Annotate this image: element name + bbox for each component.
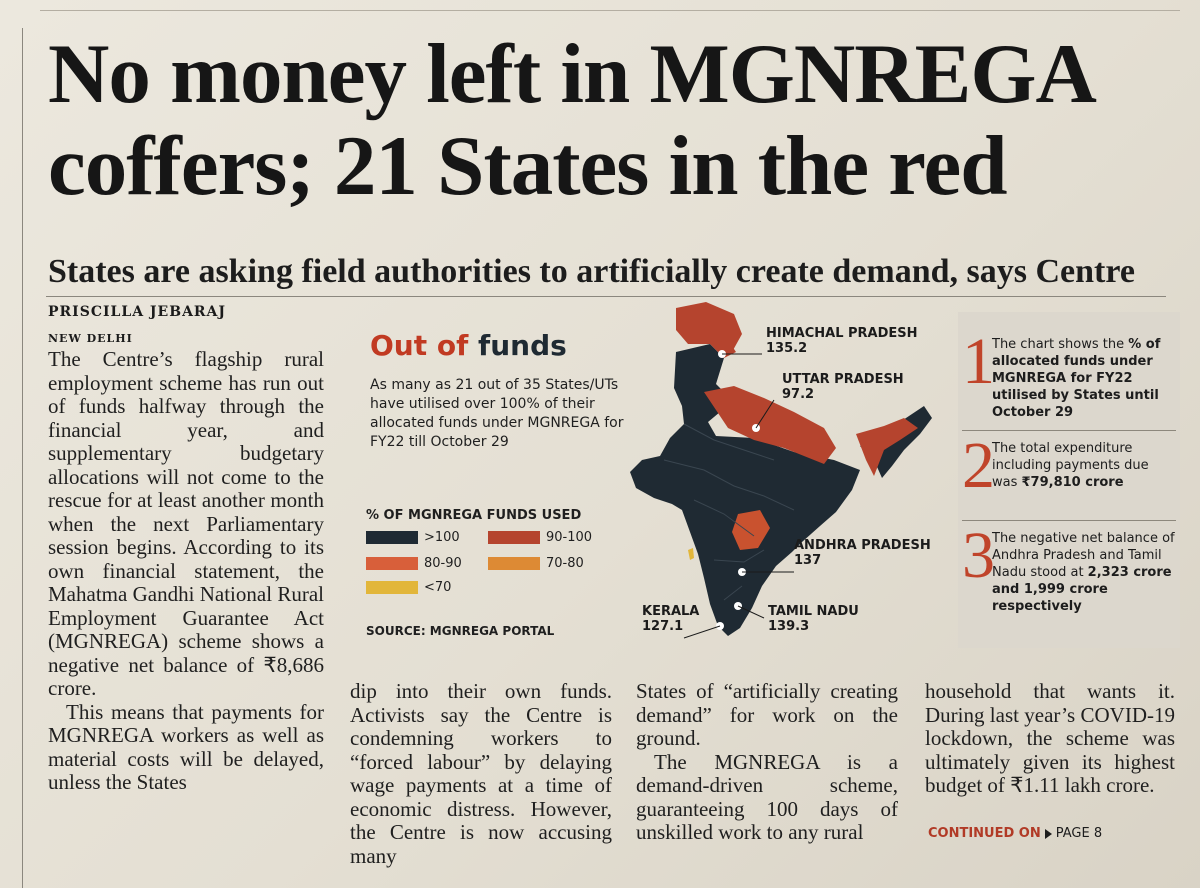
map-region-north: [676, 302, 742, 352]
legend-swatch: [366, 581, 418, 594]
legend-label: 80-90: [424, 556, 462, 571]
legend-swatch: [488, 557, 540, 570]
state-name: KERALA: [642, 604, 700, 619]
article-column-4: household that wants it. During last yea…: [925, 679, 1175, 798]
legend-item: 90-100: [488, 530, 592, 545]
map-label-tamil-nadu: TAMIL NADU 139.3: [768, 604, 859, 634]
continued-label: CONTINUED ON: [928, 826, 1041, 841]
note-text-plain: The negative net balance of Andhra Prade…: [992, 531, 1175, 580]
section-rule: [46, 296, 1166, 297]
legend-title: % OF MGNREGA FUNDS USED: [366, 508, 582, 523]
note-number: 1: [962, 325, 995, 398]
leader-line: [683, 625, 721, 639]
paragraph: The Centre’s flagship rural employment s…: [48, 347, 324, 700]
infographic-title: Out of funds: [370, 328, 567, 364]
state-value: 127.1: [642, 619, 684, 634]
map-label-kerala: KERALA 127.1: [642, 604, 699, 634]
note-text: The negative net balance of Andhra Prade…: [992, 530, 1178, 615]
infographic: Out of funds As many as 21 out of 35 Sta…: [354, 300, 954, 652]
note-text-bold: 2,323 crore and 1,999 crore respectively: [992, 565, 1172, 614]
infographic-title-dark: funds: [478, 329, 567, 362]
dateline: NEW DELHI: [48, 332, 133, 345]
state-name: TAMIL NADU: [768, 604, 859, 619]
legend-label: >100: [424, 530, 460, 545]
legend-swatch: [488, 531, 540, 544]
note-number: 3: [962, 519, 995, 592]
state-value: 137: [794, 553, 822, 568]
map-label-up: UTTAR PRADESH 97.2: [782, 372, 904, 402]
legend-item: 80-90: [366, 556, 462, 571]
state-value: 135.2: [766, 341, 808, 356]
state-name: UTTAR PRADESH: [782, 372, 904, 387]
legend-label: 90-100: [546, 530, 593, 545]
india-map: [630, 302, 932, 639]
legend-label: <70: [424, 580, 452, 595]
infographic-description: As many as 21 out of 35 States/UTs have …: [370, 377, 624, 450]
leader-line: [755, 399, 775, 429]
infographic-title-accent: Out of: [370, 329, 469, 362]
paragraph: household that wants it. During last yea…: [925, 679, 1175, 797]
legend-item: 70-80: [488, 556, 584, 571]
article-column-3: States of “artificially creating demand”…: [636, 679, 898, 845]
top-rule: [40, 10, 1180, 11]
legend-swatch: [366, 531, 418, 544]
note-text: The total expenditure including payments…: [992, 440, 1178, 491]
paragraph: States of “artificially creating demand”…: [636, 679, 898, 750]
map-region-telangana: [732, 510, 770, 550]
map-region-up-bihar: [704, 386, 836, 464]
legend-item: >100: [366, 530, 460, 545]
continued-on: CONTINUED ON PAGE 8: [928, 826, 1102, 841]
headline: No money left in MGNREGA coffers; 21 Sta…: [48, 27, 1092, 213]
notes-sidebar: 1 The chart shows the % of allocated fun…: [958, 312, 1180, 648]
map-label-himachal: HIMACHAL PRADESH 135.2: [766, 326, 918, 356]
note-text-plain: The total expenditure including payments…: [992, 441, 1149, 490]
subheadline: States are asking field authorities to a…: [48, 253, 1135, 290]
article-column-2: dip into their own funds. Activists say …: [350, 679, 612, 868]
paragraph: This means that payments for MGNREGA wor…: [48, 699, 324, 794]
state-name: ANDHRA PRADESH: [794, 538, 931, 553]
note-number: 2: [962, 429, 995, 502]
state-name: HIMACHAL PRADESH: [766, 326, 918, 341]
arrow-right-icon: [1044, 828, 1052, 839]
map-boundaries: [663, 423, 795, 601]
state-value: 139.3: [768, 619, 810, 634]
note-text-bold: ₹79,810 crore: [1021, 475, 1124, 490]
paragraph: dip into their own funds. Activists say …: [350, 679, 612, 868]
note-text-bold: % of allocated funds under MGNREGA for F…: [992, 337, 1161, 420]
note-divider: [962, 520, 1176, 521]
note-text-plain: The chart shows the: [992, 337, 1129, 352]
note-text: The chart shows the % of allocated funds…: [992, 336, 1178, 421]
state-value: 97.2: [782, 387, 815, 402]
map-region-small: [688, 548, 694, 560]
article-column-1: The Centre’s flagship rural employment s…: [48, 347, 324, 795]
continued-page: PAGE 8: [1055, 826, 1103, 841]
legend-item: <70: [366, 580, 451, 595]
note-divider: [962, 430, 1176, 431]
map-region-assam: [856, 418, 918, 476]
column-rule-left: [22, 28, 23, 888]
leader-line: [737, 605, 765, 619]
map-label-ap: ANDHRA PRADESH 137: [794, 538, 931, 568]
legend-swatch: [366, 557, 418, 570]
source-note: SOURCE: MGNREGA PORTAL: [366, 624, 555, 638]
paragraph: The MGNREGA is a demand-driven scheme, g…: [636, 749, 898, 844]
byline: PRISCILLA JEBARAJ: [48, 304, 227, 320]
legend-label: 70-80: [546, 556, 584, 571]
